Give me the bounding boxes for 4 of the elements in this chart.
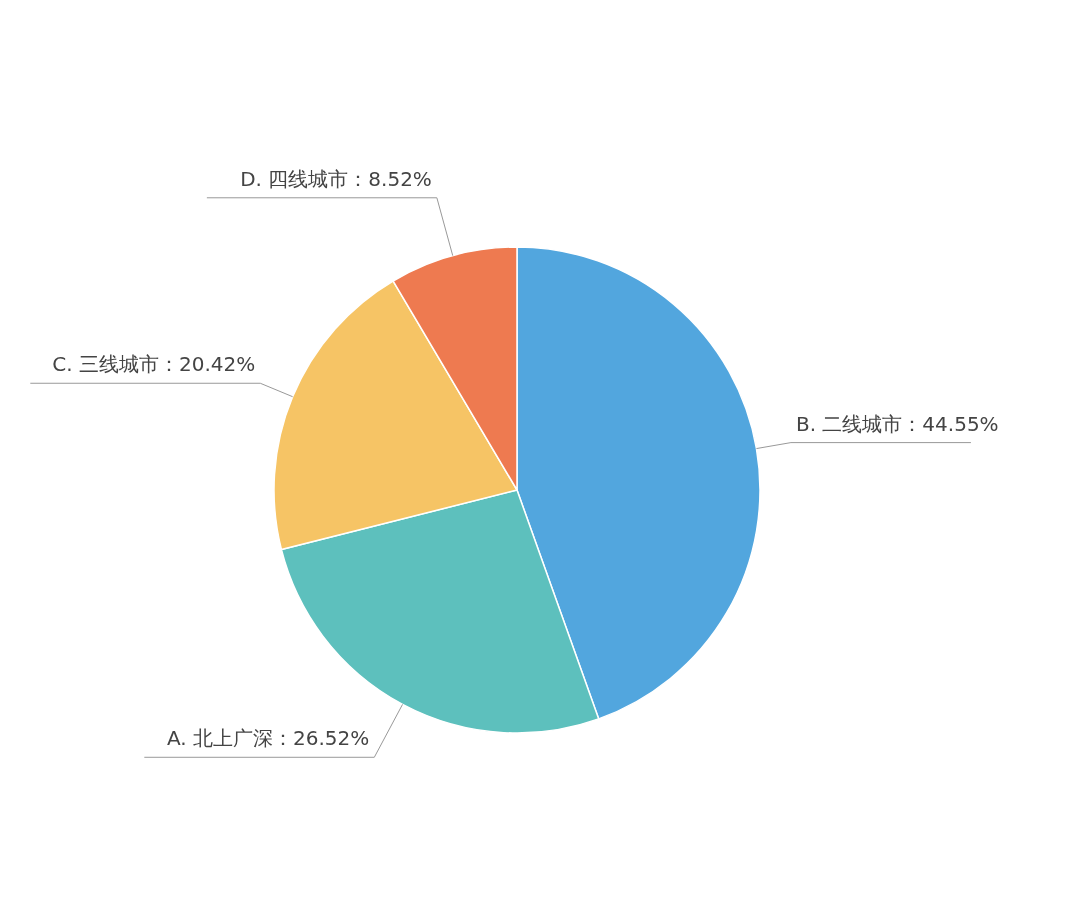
slice-label: A. 北上广深：26.52% [166, 726, 370, 751]
slice-label: D. 四线城市：8.52% [240, 166, 432, 191]
slice-label: C. 三线城市：20.42% [52, 352, 256, 377]
slice-label: B. 二线城市：44.55% [795, 411, 999, 436]
